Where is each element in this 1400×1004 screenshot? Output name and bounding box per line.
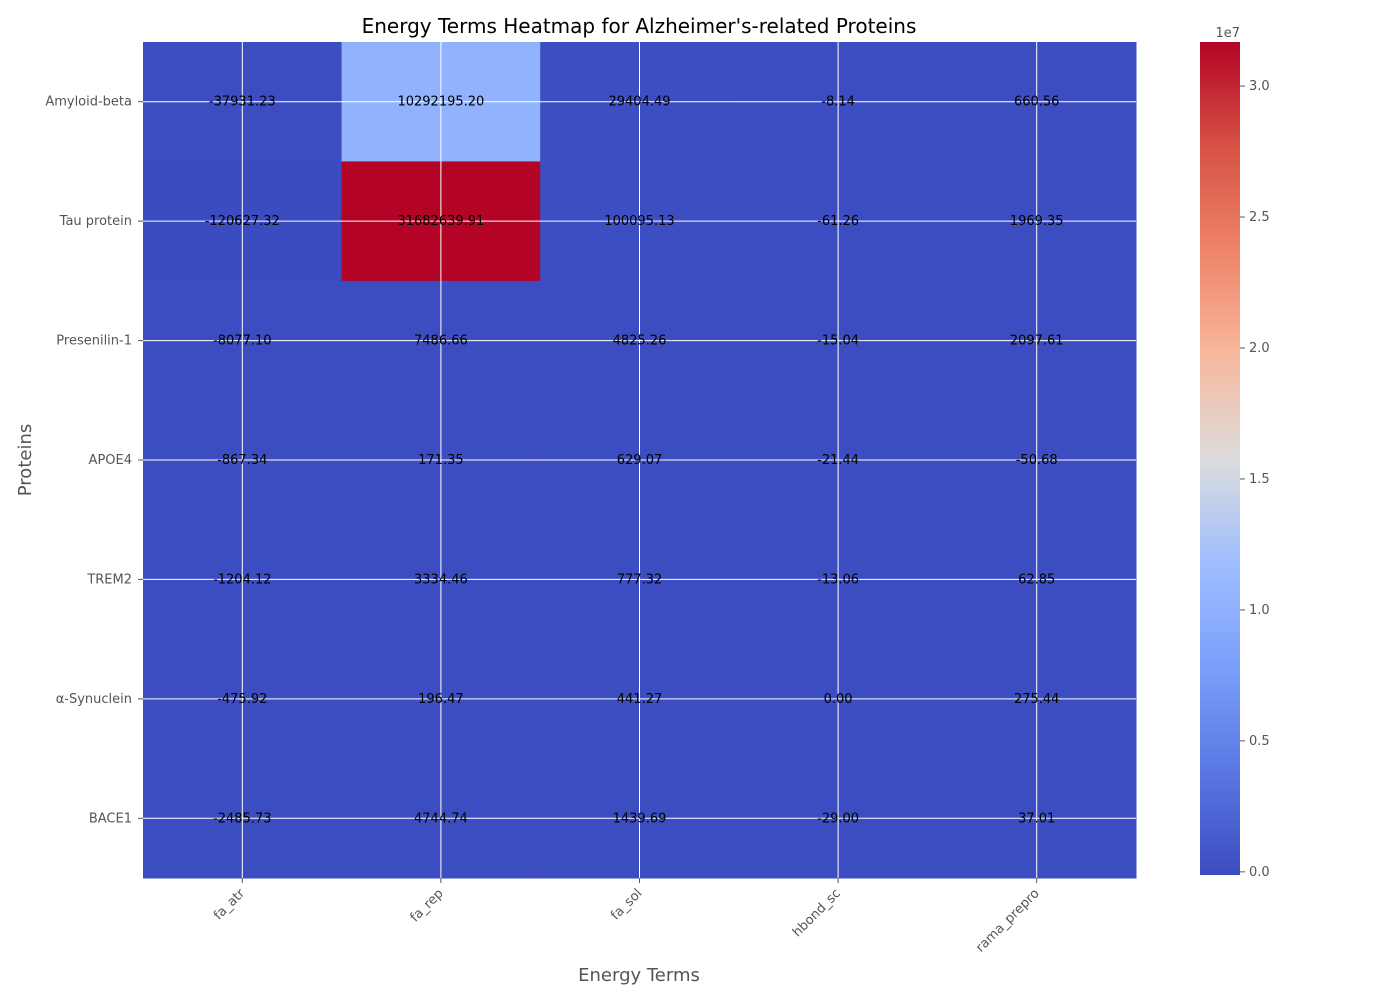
colorbar-tick-label: 1.0 — [1249, 603, 1270, 618]
colorbar-tick-label: 2.5 — [1249, 210, 1270, 225]
y-tick-label: BACE1 — [89, 811, 132, 826]
colorbar-ticks: 0.0 0.5 1.0 1.5 2.0 2.5 3.0 — [1240, 79, 1270, 880]
cell-value-label: 660.56 — [1014, 95, 1060, 110]
x-tick-label: fa_sol — [608, 886, 645, 923]
cell-value-label: 1969.35 — [1010, 214, 1064, 229]
y-axis-ticks: Amyloid-beta Tau protein Presenilin-1 APOE4… — [45, 95, 143, 826]
cell-value-label: 275.44 — [1014, 692, 1060, 707]
y-tick-label: Presenilin-1 — [56, 334, 132, 349]
cell-value-label: 29404.49 — [608, 95, 670, 110]
colorbar: 0.0 0.5 1.0 1.5 2.0 2.5 3.0 1e7 — [1200, 26, 1270, 880]
colorbar-tick-label: 0.0 — [1249, 865, 1270, 880]
cell-value-label: -120627.32 — [205, 214, 280, 229]
colorbar-tick-label: 2.0 — [1249, 341, 1270, 356]
cell-value-label: 2097.61 — [1010, 334, 1064, 349]
cell-value-label: 441.27 — [617, 692, 663, 707]
cell-value-label: -50.68 — [1016, 453, 1058, 468]
cell-value-label: 196.47 — [418, 692, 464, 707]
y-tick-label: TREM2 — [86, 572, 132, 587]
cell-value-label: -8077.10 — [213, 334, 271, 349]
colorbar-scale-label: 1e7 — [1215, 26, 1240, 41]
x-tick-label: rama_prepro — [973, 886, 1042, 955]
cell-value-label: 4825.26 — [613, 334, 667, 349]
y-tick-label: APOE4 — [89, 453, 132, 468]
x-tick-label: fa_rep — [408, 886, 447, 925]
cell-value-label: 3334.46 — [414, 572, 468, 587]
cell-value-label: -2485.73 — [213, 811, 271, 826]
cell-value-label: 7486.66 — [414, 334, 468, 349]
chart-title: Energy Terms Heatmap for Alzheimer's-rel… — [362, 14, 917, 38]
y-tick-label: α-Synuclein — [56, 692, 132, 707]
x-axis-label: Energy Terms — [578, 965, 700, 986]
cell-value-label: -29.00 — [817, 811, 859, 826]
heatmap-gridlines — [143, 42, 1136, 878]
cell-value-label: 31682639.91 — [397, 214, 484, 229]
cell-value-label: 100095.13 — [604, 214, 674, 229]
colorbar-tick-label: 3.0 — [1249, 79, 1270, 94]
y-tick-label: Amyloid-beta — [45, 95, 132, 110]
cell-value-label: 0.00 — [824, 692, 853, 707]
cell-value-label: 4744.74 — [414, 811, 468, 826]
cell-value-label: 629.07 — [617, 453, 663, 468]
y-axis-label: Proteins — [15, 424, 36, 496]
cell-value-label: -37931.23 — [209, 95, 276, 110]
x-tick-label: fa_atr — [211, 886, 249, 924]
cell-value-label: 1439.69 — [613, 811, 667, 826]
colorbar-tick-label: 0.5 — [1249, 734, 1270, 749]
cell-value-label: 37.01 — [1018, 811, 1055, 826]
cell-value-label: 10292195.20 — [397, 95, 484, 110]
cell-value-label: 777.32 — [617, 572, 663, 587]
cell-value-label: -475.92 — [217, 692, 267, 707]
cell-value-label: -61.26 — [817, 214, 859, 229]
cell-value-label: -21.44 — [817, 453, 859, 468]
cell-value-label: 171.35 — [418, 453, 464, 468]
cell-value-label: -15.04 — [817, 334, 859, 349]
x-tick-label: hbond_sc — [790, 886, 844, 940]
cell-value-label: -1204.12 — [213, 572, 271, 587]
x-axis-ticks: fa_atr fa_rep fa_sol hbond_sc rama_prepro — [211, 878, 1043, 956]
cell-value-label: -867.34 — [217, 453, 267, 468]
colorbar-gradient — [1200, 42, 1240, 875]
y-tick-label: Tau protein — [59, 214, 132, 229]
cell-value-label: 62.85 — [1018, 572, 1055, 587]
cell-value-label: -13.06 — [817, 572, 859, 587]
colorbar-tick-label: 1.5 — [1249, 472, 1270, 487]
heatmap-cell-labels: -37931.23 10292195.20 29404.49 -8.14 660.56 -… — [205, 95, 1064, 827]
cell-value-label: -8.14 — [821, 95, 855, 110]
